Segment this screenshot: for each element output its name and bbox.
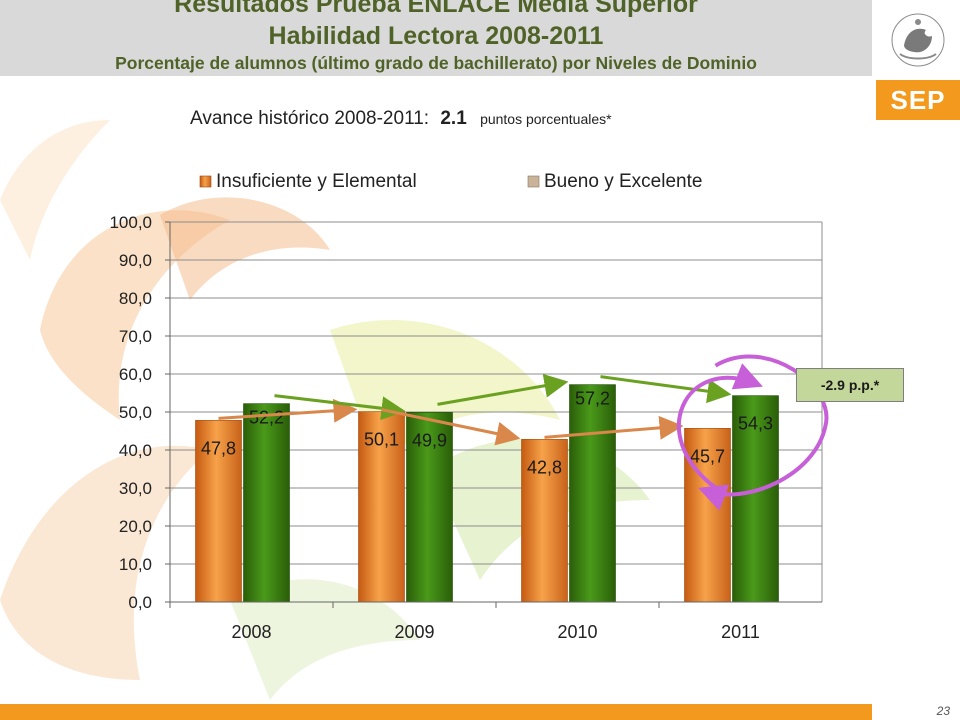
legend-swatch	[199, 175, 212, 188]
y-tick-label: 80,0	[119, 289, 152, 308]
data-label: 49,9	[412, 430, 447, 450]
bar-insuficiente-elemental	[521, 439, 568, 603]
y-tick-label: 10,0	[119, 555, 152, 574]
arrow-insuficiente-trend	[218, 398, 358, 423]
avance-value: 2.1	[440, 108, 467, 129]
arrow-insuficiente-trend	[544, 415, 684, 440]
arrow-bueno-trend	[600, 375, 732, 404]
y-axis: 0,0 10,0 20,0 30,0 40,0 50,0 60,0 70,0 80,0 90,0 1…	[109, 213, 171, 612]
y-tick-label: 0,0	[128, 593, 152, 612]
arrow-difference-left	[676, 363, 763, 490]
difference-callout: -2.9 p.p.*	[796, 368, 904, 402]
x-tick-label: 2008	[231, 622, 271, 642]
x-tick-label: 2010	[557, 622, 597, 642]
page-title: Resultados Prueba ENLACE Media Superior	[174, 0, 698, 18]
legend-label: Insuficiente y Elemental	[216, 171, 417, 192]
bar-insuficiente-elemental	[684, 428, 731, 603]
y-tick-label: 100,0	[109, 213, 152, 232]
page-title-line2: Habilidad Lectora 2008-2011	[268, 22, 604, 50]
trend-arrows	[218, 354, 829, 511]
x-tick-label: 2011	[721, 622, 760, 642]
x-tick-label: 2009	[394, 622, 434, 642]
bar-bueno-excelente	[569, 384, 616, 603]
y-tick-label: 90,0	[119, 251, 152, 270]
bar-bueno-excelente	[243, 403, 290, 603]
data-label: 42,8	[527, 457, 562, 477]
avance-historico: Avance histórico 2008-2011: 2.1 puntos p…	[190, 108, 612, 130]
data-label: 45,7	[690, 446, 725, 466]
y-tick-label: 50,0	[119, 403, 152, 422]
header-band	[0, 0, 872, 76]
chart-legend: Insuficiente y Elemental Bueno y Excelent…	[199, 171, 702, 192]
page-number: 23	[936, 704, 950, 718]
y-tick-label: 60,0	[119, 365, 152, 384]
y-tick-label: 70,0	[119, 327, 152, 346]
bar-bueno-excelente	[406, 412, 453, 603]
data-label: 54,3	[738, 414, 773, 434]
chart-bars	[195, 384, 779, 603]
arrow-insuficiente-trend	[381, 408, 521, 446]
x-axis: 2008 2009 2010 2011	[169, 601, 822, 642]
arrow-bueno-trend	[437, 373, 569, 406]
sep-logo-band	[876, 80, 960, 120]
legend-label: Bueno y Excelente	[544, 171, 702, 192]
coat-of-arms-icon	[891, 13, 945, 67]
data-label: 47,8	[201, 438, 236, 458]
data-label: 50,1	[364, 430, 399, 450]
y-tick-label: 30,0	[119, 479, 152, 498]
arrow-difference-right	[698, 354, 829, 511]
bar-bueno-excelente	[732, 395, 779, 603]
data-labels: 47,8 52,2 50,1 49,9 42,8 57,2 45,7 54,3	[201, 389, 773, 478]
y-tick-label: 20,0	[119, 517, 152, 536]
y-tick-label: 40,0	[119, 441, 152, 460]
arrow-bueno-trend	[274, 394, 406, 421]
data-label: 57,2	[575, 389, 610, 409]
bar-insuficiente-elemental	[195, 420, 242, 603]
data-label: 52,2	[249, 408, 284, 428]
avance-label: Avance histórico 2008-2011:	[190, 108, 430, 129]
legend-swatch	[527, 175, 540, 188]
bar-insuficiente-elemental	[358, 411, 405, 603]
avance-unit: puntos porcentuales*	[480, 111, 612, 127]
footer-bar	[0, 704, 872, 720]
page-subtitle: Porcentaje de alumnos (último grado de b…	[115, 53, 757, 73]
sep-logo-text: SEP	[890, 85, 946, 115]
